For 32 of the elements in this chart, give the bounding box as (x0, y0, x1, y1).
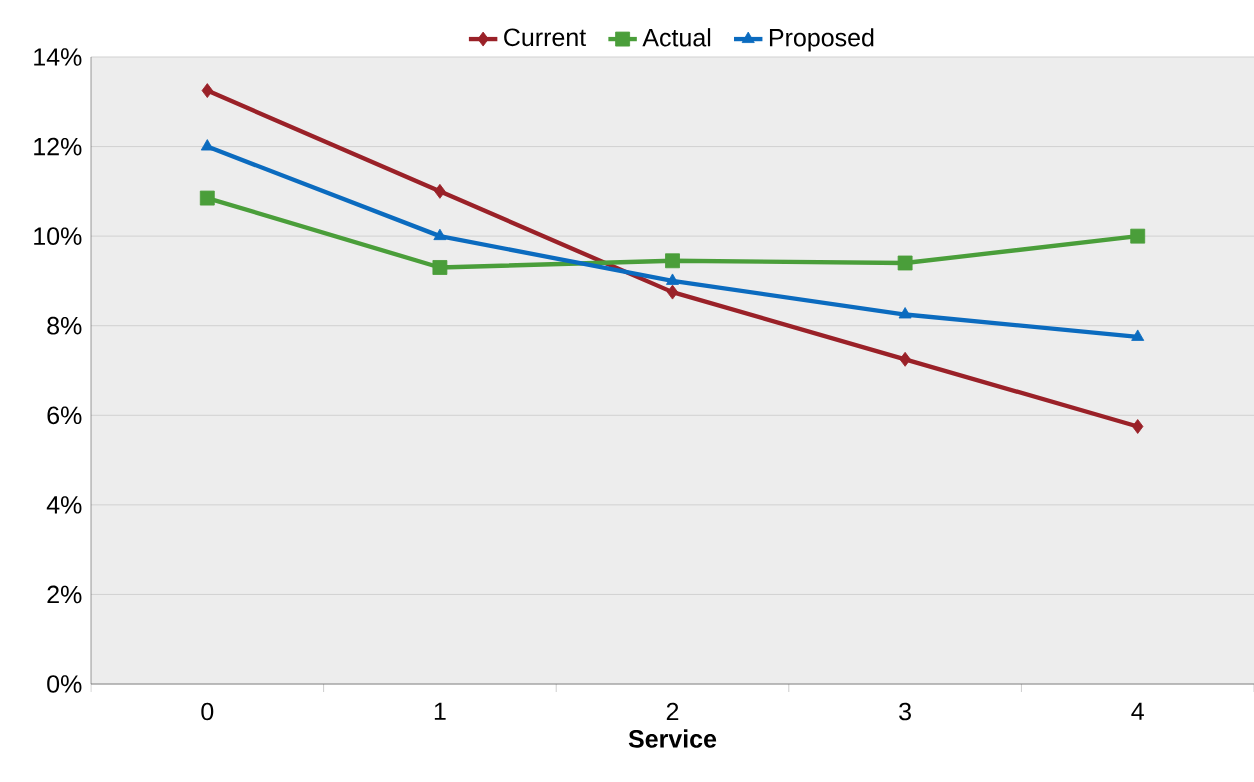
point (433, 228, 447, 241)
y-tick-label: 2% (47, 585, 82, 604)
x-axis-title: Service (628, 729, 717, 748)
point (201, 83, 213, 99)
x-tick-label: 1 (434, 702, 446, 720)
y-tick-label: 10% (34, 227, 82, 245)
point (200, 139, 214, 151)
point (1131, 329, 1145, 341)
x-tick-label: 0 (201, 702, 214, 721)
point (898, 307, 912, 319)
point (666, 273, 679, 285)
y-tick-label: 0% (47, 675, 82, 693)
y-tick-label: 8% (47, 316, 82, 335)
x-tick-label: 2 (666, 702, 679, 721)
point (899, 351, 911, 367)
legend-label: Current (504, 28, 587, 47)
legend-label: Proposed (769, 28, 874, 52)
point (666, 284, 679, 300)
point (1132, 419, 1144, 434)
x-tick-label: 3 (899, 702, 911, 721)
y-tick-label: 6% (47, 406, 82, 425)
point (199, 190, 215, 206)
x-tick-label: 4 (1131, 702, 1144, 720)
y-tick-label: 12% (34, 137, 82, 156)
y-tick-label: 14% (34, 48, 82, 66)
point (1130, 228, 1146, 244)
point (432, 260, 448, 275)
point (897, 255, 913, 271)
point (665, 253, 680, 269)
legend-label: Actual (642, 28, 711, 47)
point (434, 183, 446, 199)
y-tick-label: 4% (46, 496, 82, 514)
